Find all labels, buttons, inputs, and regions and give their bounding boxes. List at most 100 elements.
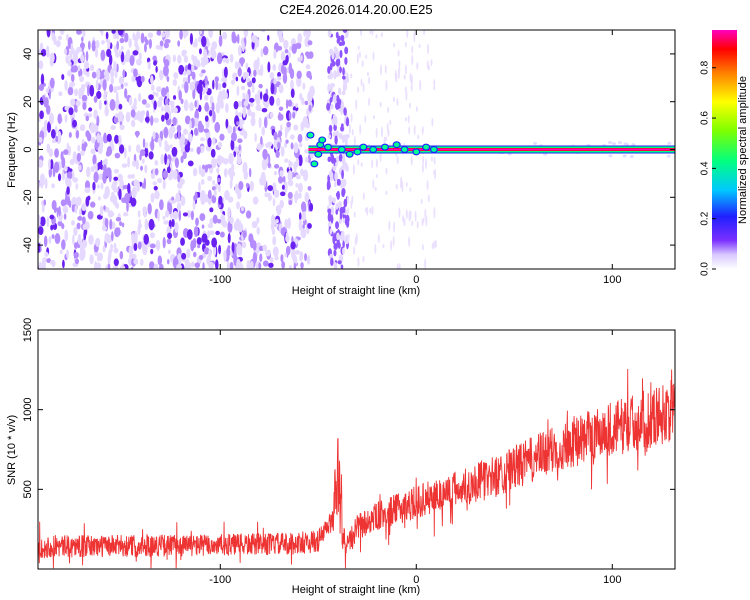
noise-cell: [405, 182, 408, 187]
noise-cell: [298, 142, 303, 148]
noise-cell: [375, 173, 378, 179]
noise-cell: [667, 141, 672, 145]
noise-cell: [231, 79, 236, 85]
noise-cell: [114, 134, 119, 144]
noise-cell: [408, 210, 411, 222]
noise-cell: [213, 245, 217, 257]
noise-cell: [110, 76, 115, 85]
noise-cell: [215, 79, 219, 91]
noise-cell: [346, 219, 350, 228]
y-tick-label: 40: [22, 48, 34, 60]
noise-cell: [112, 265, 119, 269]
noise-cell: [85, 115, 90, 122]
noise-cell: [389, 119, 392, 125]
noise-cell: [407, 114, 410, 124]
noise-cell: [49, 52, 55, 64]
noise-cell: [415, 106, 418, 112]
noise-cell: [252, 196, 259, 205]
noise-cell: [87, 113, 93, 118]
noise-cell: [253, 59, 260, 71]
noise-cell: [79, 124, 86, 132]
noise-cell: [111, 143, 115, 151]
noise-cell: [199, 213, 206, 222]
noise-cell: [342, 240, 345, 249]
noise-cell: [193, 251, 197, 258]
noise-cell: [229, 261, 234, 269]
noise-cell: [124, 192, 130, 205]
noise-cell: [222, 220, 228, 228]
onset-blob-core: [311, 161, 318, 167]
y-tick-label: -20: [22, 189, 34, 205]
noise-cell: [385, 136, 388, 141]
noise-cell: [305, 64, 311, 70]
noise-cell: [196, 83, 203, 95]
noise-cell: [155, 44, 162, 50]
noise-cell: [192, 167, 198, 177]
noise-cell: [40, 73, 45, 85]
noise-cell: [255, 105, 259, 110]
noise-cell: [169, 125, 176, 134]
noise-cell: [409, 187, 412, 192]
noise-cell: [237, 45, 242, 56]
noise-cell: [211, 102, 215, 113]
noise-cell: [217, 83, 222, 91]
noise-cell: [165, 30, 171, 39]
noise-cell: [82, 223, 88, 230]
noise-cell: [135, 159, 140, 170]
noise-cell: [124, 88, 128, 99]
noise-cell: [157, 210, 160, 222]
noise-cell: [204, 102, 209, 109]
noise-cell: [304, 148, 310, 154]
noise-cell: [393, 42, 396, 48]
noise-cell: [397, 49, 400, 57]
noise-cell: [206, 164, 213, 169]
noise-cell: [117, 111, 123, 124]
noise-cell: [405, 209, 408, 220]
noise-cell: [203, 247, 210, 255]
noise-cell: [434, 239, 437, 249]
noise-cell: [133, 243, 138, 252]
noise-cell: [328, 170, 333, 178]
noise-cell: [355, 232, 358, 244]
noise-cell: [342, 75, 346, 80]
noise-cell: [408, 236, 411, 247]
noise-cell: [230, 250, 233, 257]
noise-cell: [128, 38, 132, 48]
noise-cell: [273, 78, 277, 85]
noise-cell: [300, 262, 304, 269]
y-tick-label: 1000: [22, 397, 34, 421]
noise-cell: [433, 170, 436, 176]
noise-cell: [177, 54, 182, 64]
noise-cell: [218, 184, 221, 193]
noise-cell: [135, 76, 139, 81]
snr-ticks: -100 0 100 500 1000 1500: [22, 318, 675, 586]
noise-cell: [240, 57, 244, 67]
noise-cell: [145, 39, 149, 45]
noise-cell: [409, 72, 412, 83]
noise-cell: [301, 97, 305, 106]
noise-cell: [109, 99, 116, 111]
noise-cell: [339, 66, 342, 74]
noise-cell: [272, 198, 276, 207]
noise-cell: [275, 205, 281, 210]
noise-cell: [143, 210, 147, 218]
noise-cell: [117, 227, 121, 236]
noise-cell: [217, 154, 223, 166]
noise-cell: [329, 228, 333, 235]
noise-cell: [283, 66, 287, 78]
noise-cell: [222, 57, 227, 63]
noise-cell: [190, 210, 195, 221]
noise-cell: [618, 141, 623, 145]
noise-cell: [186, 210, 192, 218]
noise-cell: [161, 87, 167, 98]
noise-cell: [350, 113, 353, 123]
noise-cell: [281, 184, 285, 190]
noise-cell: [345, 117, 350, 127]
noise-cell: [110, 243, 113, 253]
noise-cell: [184, 144, 191, 153]
noise-cell: [267, 185, 274, 192]
snr-x-axis-label: Height of straight line (km): [292, 584, 420, 596]
noise-cell: [69, 158, 75, 166]
noise-cell: [344, 56, 348, 65]
noise-cell: [96, 132, 101, 144]
